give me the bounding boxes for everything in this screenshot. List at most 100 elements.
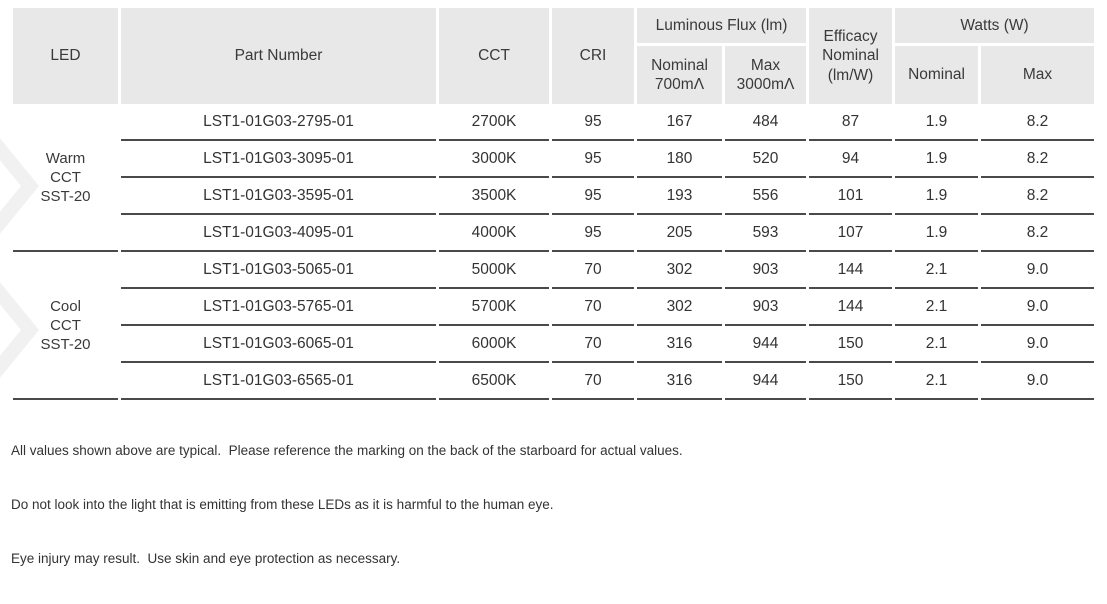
efficacy-cell: 87 xyxy=(809,104,892,141)
table-row: LST1-01G03-6565-01 6500K 70 316 944 150 2.1 9.0 xyxy=(13,363,1095,400)
flux-max-line: 3000mΛ xyxy=(736,76,795,93)
part-number-cell: LST1-01G03-2795-01 xyxy=(121,104,436,141)
flux-max-cell: 903 xyxy=(725,289,806,326)
col-header-watts: Watts (W) xyxy=(895,8,1095,43)
efficacy-line: Efficacy xyxy=(823,27,878,45)
table-header: LED Part Number CCT CRI Luminous Flux (l… xyxy=(13,8,1095,104)
col-header-cri: CRI xyxy=(552,8,634,104)
cri-cell: 95 xyxy=(552,178,634,215)
cct-cell: 5700K xyxy=(439,289,549,326)
cct-cell: 5000K xyxy=(439,252,549,289)
col-header-flux-max: Max 3000mΛ xyxy=(725,43,806,104)
col-header-led: LED xyxy=(13,8,118,104)
efficacy-cell: 144 xyxy=(809,252,892,289)
table-row: LST1-01G03-3095-01 3000K 95 180 520 94 1.9 8.2 xyxy=(13,141,1095,178)
flux-max-cell: 593 xyxy=(725,215,806,252)
note-line: All values shown above are typical. Plea… xyxy=(11,443,683,458)
col-header-part-number: Part Number xyxy=(121,8,436,104)
flux-nominal-cell: 180 xyxy=(637,141,722,178)
flux-max-cell: 556 xyxy=(725,178,806,215)
flux-nominal-line: 700mΛ xyxy=(654,76,705,93)
efficacy-cell: 107 xyxy=(809,215,892,252)
efficacy-cell: 94 xyxy=(809,141,892,178)
cct-cell: 6500K xyxy=(439,363,549,400)
flux-max-cell: 484 xyxy=(725,104,806,141)
col-header-luminous-flux: Luminous Flux (lm) xyxy=(637,8,806,43)
watts-max-cell: 9.0 xyxy=(981,363,1095,400)
efficacy-cell: 144 xyxy=(809,289,892,326)
flux-nominal-cell: 316 xyxy=(637,363,722,400)
col-header-watts-nominal: Nominal xyxy=(895,43,978,104)
flux-max-cell: 520 xyxy=(725,141,806,178)
table-row: Warm CCT SST-20 LST1-01G03-2795-01 2700K 95 16… xyxy=(13,104,1095,252)
watts-nominal-cell: 2.1 xyxy=(895,363,978,400)
watts-nominal-cell: 2.1 xyxy=(895,289,978,326)
watts-nominal-cell: 2.1 xyxy=(895,252,978,289)
flux-nominal-cell: 302 xyxy=(637,289,722,326)
flux-nominal-line: Nominal xyxy=(651,56,708,74)
table-row: Cool CCT SST-20 LST1-01G03-5065-01 5000K 70 30… xyxy=(13,252,1095,400)
watts-max-cell: 8.2 xyxy=(981,215,1095,252)
cri-cell: 95 xyxy=(552,141,634,178)
flux-nominal-cell: 316 xyxy=(637,326,722,363)
table-row: LST1-01G03-5765-01 5700K 70 302 903 144 2.1 9.0 xyxy=(13,289,1095,326)
cri-cell: 70 xyxy=(552,289,634,326)
efficacy-line: (lm/W) xyxy=(827,66,874,84)
part-number-cell: LST1-01G03-4095-01 xyxy=(121,215,436,252)
watts-nominal-cell: 1.9 xyxy=(895,215,978,252)
watts-max-cell: 8.2 xyxy=(981,104,1095,141)
col-header-cct: CCT xyxy=(439,8,549,104)
led-group-label: Warm CCT SST-20 xyxy=(13,104,118,252)
note-line: Do not look into the light that is emitt… xyxy=(11,497,554,512)
part-number-cell: LST1-01G03-5765-01 xyxy=(121,289,436,326)
col-header-flux-nominal: Nominal 700mΛ xyxy=(637,43,722,104)
cri-cell: 70 xyxy=(552,363,634,400)
part-number-cell: LST1-01G03-5065-01 xyxy=(121,252,436,289)
efficacy-cell: 101 xyxy=(809,178,892,215)
flux-nominal-cell: 302 xyxy=(637,252,722,289)
flux-max-cell: 944 xyxy=(725,326,806,363)
part-number-cell: LST1-01G03-3595-01 xyxy=(121,178,436,215)
efficacy-cell: 150 xyxy=(809,363,892,400)
cct-cell: 4000K xyxy=(439,215,549,252)
footnotes: All values shown above are typical. Plea… xyxy=(11,406,1098,604)
flux-max-cell: 903 xyxy=(725,252,806,289)
cct-cell: 2700K xyxy=(439,104,549,141)
led-group-label: Cool CCT SST-20 xyxy=(13,252,118,400)
watts-nominal-cell: 1.9 xyxy=(895,178,978,215)
table-body: Warm CCT SST-20 LST1-01G03-2795-01 2700K 95 16… xyxy=(13,104,1095,400)
table-row: LST1-01G03-3595-01 3500K 95 193 556 101 1.9 8.2 xyxy=(13,178,1095,215)
watts-nominal-cell: 1.9 xyxy=(895,141,978,178)
col-header-watts-max: Max xyxy=(981,43,1095,104)
cct-cell: 6000K xyxy=(439,326,549,363)
watts-max-cell: 9.0 xyxy=(981,326,1095,363)
cri-cell: 70 xyxy=(552,326,634,363)
table-row: LST1-01G03-6065-01 6000K 70 316 944 150 2.1 9.0 xyxy=(13,326,1095,363)
led-spec-table: LED Part Number CCT CRI Luminous Flux (l… xyxy=(10,8,1097,400)
cct-cell: 3000K xyxy=(439,141,549,178)
cri-cell: 70 xyxy=(552,252,634,289)
flux-nominal-cell: 193 xyxy=(637,178,722,215)
watts-nominal-cell: 2.1 xyxy=(895,326,978,363)
part-number-cell: LST1-01G03-6565-01 xyxy=(121,363,436,400)
efficacy-cell: 150 xyxy=(809,326,892,363)
cri-cell: 95 xyxy=(552,104,634,141)
note-line: Eye injury may result. Use skin and eye … xyxy=(11,551,401,566)
watts-max-cell: 8.2 xyxy=(981,141,1095,178)
watts-nominal-cell: 1.9 xyxy=(895,104,978,141)
efficacy-line: Nominal xyxy=(822,47,879,65)
flux-nominal-cell: 167 xyxy=(637,104,722,141)
watts-max-cell: 9.0 xyxy=(981,252,1095,289)
flux-max-line: Max xyxy=(750,56,781,74)
table-row: LST1-01G03-4095-01 4000K 95 205 593 107 1.9 8.2 xyxy=(13,215,1095,252)
part-number-cell: LST1-01G03-6065-01 xyxy=(121,326,436,363)
col-header-efficacy: Efficacy Nominal (lm/W) xyxy=(809,8,892,104)
part-number-cell: LST1-01G03-3095-01 xyxy=(121,141,436,178)
watts-max-cell: 8.2 xyxy=(981,178,1095,215)
watts-max-cell: 9.0 xyxy=(981,289,1095,326)
flux-max-cell: 944 xyxy=(725,363,806,400)
cri-cell: 95 xyxy=(552,215,634,252)
flux-nominal-cell: 205 xyxy=(637,215,722,252)
cct-cell: 3500K xyxy=(439,178,549,215)
